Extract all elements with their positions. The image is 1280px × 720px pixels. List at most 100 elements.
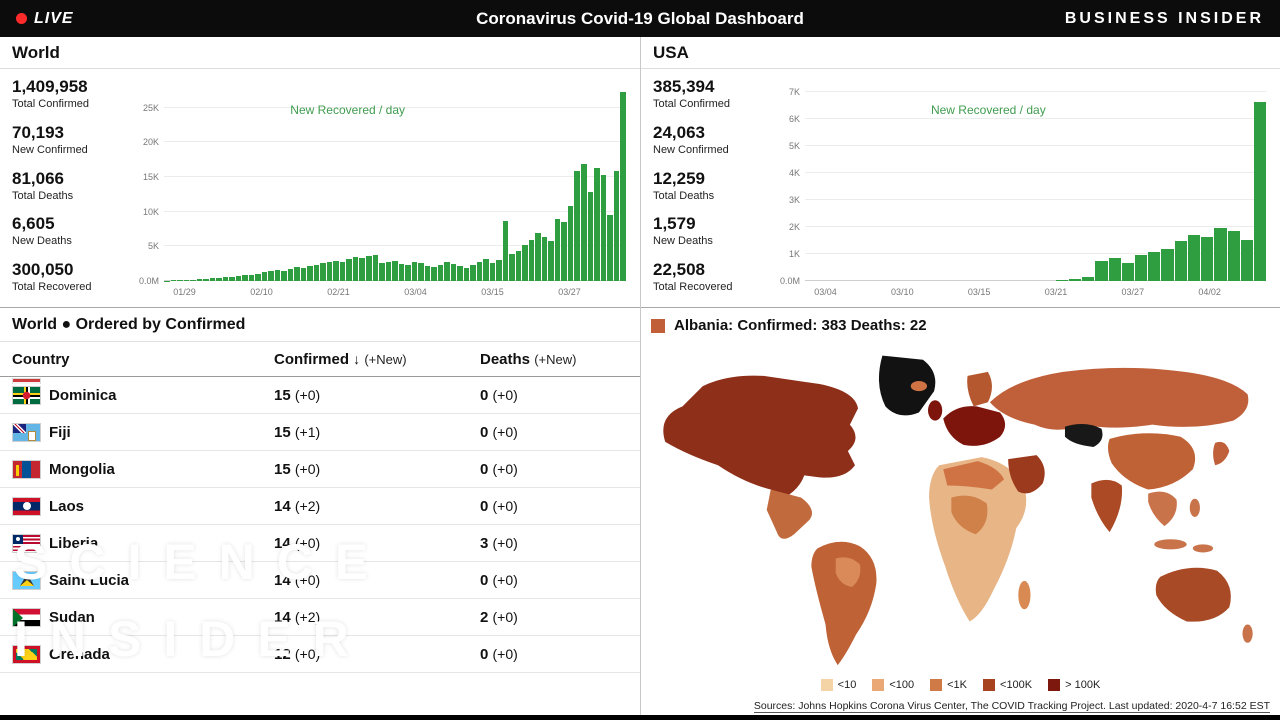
map-region-madagascar[interactable] bbox=[1018, 580, 1031, 610]
map-region-south-america[interactable] bbox=[811, 541, 877, 666]
bar[interactable] bbox=[405, 264, 411, 281]
bar[interactable] bbox=[450, 263, 457, 281]
map-region-central-africa[interactable] bbox=[951, 495, 988, 535]
bar[interactable] bbox=[496, 260, 502, 281]
table-row[interactable]: Sudan 14 (+2) 2 (+0) bbox=[0, 599, 640, 636]
bar[interactable] bbox=[620, 91, 626, 281]
map-region-australia[interactable] bbox=[1155, 567, 1231, 622]
column-header-confirmed[interactable]: Confirmed ↓ (+New) bbox=[274, 351, 480, 368]
bar[interactable] bbox=[307, 266, 313, 281]
table-row[interactable]: Grenada 12 (+0) 0 (+0) bbox=[0, 636, 640, 673]
map-region-india[interactable] bbox=[1091, 479, 1123, 533]
bar[interactable] bbox=[522, 245, 528, 281]
map-region-indonesia[interactable] bbox=[1154, 539, 1187, 550]
bar[interactable] bbox=[567, 205, 574, 281]
map-region-central-asia[interactable] bbox=[1064, 424, 1103, 447]
bar[interactable] bbox=[594, 167, 600, 281]
map-region-greenland[interactable] bbox=[878, 355, 936, 416]
bar[interactable] bbox=[515, 250, 522, 281]
map-region-middle-east[interactable] bbox=[1008, 455, 1045, 494]
bar[interactable] bbox=[1227, 230, 1240, 281]
bar[interactable] bbox=[1187, 234, 1201, 281]
table-row[interactable]: Saint Lucia 14 (+0) 0 (+0) bbox=[0, 562, 640, 599]
bar[interactable] bbox=[444, 262, 450, 281]
map-region-new-guinea[interactable] bbox=[1192, 544, 1214, 553]
bar[interactable] bbox=[457, 266, 463, 281]
bar[interactable] bbox=[1055, 279, 1069, 281]
bar[interactable] bbox=[561, 222, 567, 281]
map-region-philippines[interactable] bbox=[1189, 498, 1200, 517]
bar[interactable] bbox=[274, 270, 281, 281]
table-row[interactable]: Dominica 15 (+0) 0 (+0) bbox=[0, 377, 640, 414]
bar[interactable] bbox=[313, 264, 320, 281]
bar[interactable] bbox=[248, 274, 255, 281]
bar[interactable] bbox=[1095, 260, 1108, 281]
bar[interactable] bbox=[268, 271, 274, 281]
bar[interactable] bbox=[1240, 239, 1253, 281]
bar[interactable] bbox=[242, 275, 248, 281]
world-recovered-chart[interactable]: New Recovered / day 25K 20K 15K 10K 5K 0.0M 0… bbox=[122, 73, 632, 307]
bar[interactable] bbox=[359, 258, 365, 281]
bar[interactable] bbox=[548, 241, 554, 281]
bar[interactable] bbox=[287, 269, 294, 281]
bar[interactable] bbox=[554, 219, 561, 281]
bar[interactable] bbox=[581, 163, 587, 281]
bar[interactable] bbox=[261, 272, 268, 281]
bar[interactable] bbox=[398, 263, 405, 281]
bar[interactable] bbox=[1082, 277, 1095, 281]
bar[interactable] bbox=[535, 232, 541, 281]
bar[interactable] bbox=[437, 264, 444, 281]
bar[interactable] bbox=[183, 279, 190, 281]
bar[interactable] bbox=[1069, 278, 1082, 281]
bar[interactable] bbox=[385, 261, 392, 281]
bar[interactable] bbox=[339, 262, 346, 281]
table-row[interactable]: Fiji 15 (+1) 0 (+0) bbox=[0, 414, 640, 451]
table-row[interactable]: Liberia 14 (+0) 3 (+0) bbox=[0, 525, 640, 562]
bar[interactable] bbox=[1135, 254, 1148, 281]
bar[interactable] bbox=[1148, 252, 1161, 281]
bar[interactable] bbox=[333, 260, 339, 281]
map-region-north-america[interactable] bbox=[663, 375, 859, 498]
table-row[interactable]: Laos 14 (+2) 0 (+0) bbox=[0, 488, 640, 525]
bar[interactable] bbox=[300, 268, 307, 281]
bar[interactable] bbox=[1253, 102, 1267, 281]
bar[interactable] bbox=[574, 171, 580, 281]
bar[interactable] bbox=[320, 263, 326, 281]
map-region-russia[interactable] bbox=[989, 367, 1249, 430]
bar[interactable] bbox=[502, 221, 509, 281]
bar[interactable] bbox=[365, 256, 372, 281]
map-region-china[interactable] bbox=[1107, 433, 1196, 490]
bar[interactable] bbox=[418, 263, 424, 281]
table-row[interactable]: Mongolia 15 (+0) 0 (+0) bbox=[0, 451, 640, 488]
bar[interactable] bbox=[463, 267, 470, 281]
world-choropleth-map[interactable] bbox=[647, 343, 1276, 673]
bar[interactable] bbox=[372, 254, 379, 281]
bar[interactable] bbox=[509, 253, 515, 281]
map-region-north-africa[interactable] bbox=[943, 461, 1005, 490]
bar[interactable] bbox=[326, 261, 333, 281]
bar[interactable] bbox=[1174, 241, 1187, 281]
bar[interactable] bbox=[1108, 258, 1121, 281]
bar[interactable] bbox=[379, 263, 385, 281]
map-region-japan[interactable] bbox=[1213, 441, 1230, 466]
bar[interactable] bbox=[587, 192, 594, 281]
column-header-country[interactable]: Country bbox=[12, 351, 274, 368]
bar[interactable] bbox=[1214, 227, 1227, 281]
bar[interactable] bbox=[229, 276, 235, 281]
bar[interactable] bbox=[281, 270, 287, 281]
column-header-deaths[interactable]: Deaths (+New) bbox=[480, 351, 628, 368]
map-region-europe[interactable] bbox=[943, 406, 1006, 446]
bar[interactable] bbox=[607, 215, 613, 281]
bar[interactable] bbox=[411, 262, 418, 281]
bar[interactable] bbox=[170, 280, 177, 281]
bar-series[interactable] bbox=[805, 87, 1267, 281]
bar[interactable] bbox=[1121, 263, 1135, 281]
bar[interactable] bbox=[489, 263, 496, 281]
usa-recovered-chart[interactable]: New Recovered / day 7K 6K 5K 4K 3K 2K 1K 0.0M 0… bbox=[763, 73, 1272, 307]
map-region-southeast-asia[interactable] bbox=[1148, 491, 1177, 527]
map-region-mexico-central-america[interactable] bbox=[766, 489, 813, 539]
bar[interactable] bbox=[216, 277, 222, 281]
bar[interactable] bbox=[203, 278, 209, 281]
bar[interactable] bbox=[600, 174, 607, 281]
bar[interactable] bbox=[483, 259, 489, 281]
